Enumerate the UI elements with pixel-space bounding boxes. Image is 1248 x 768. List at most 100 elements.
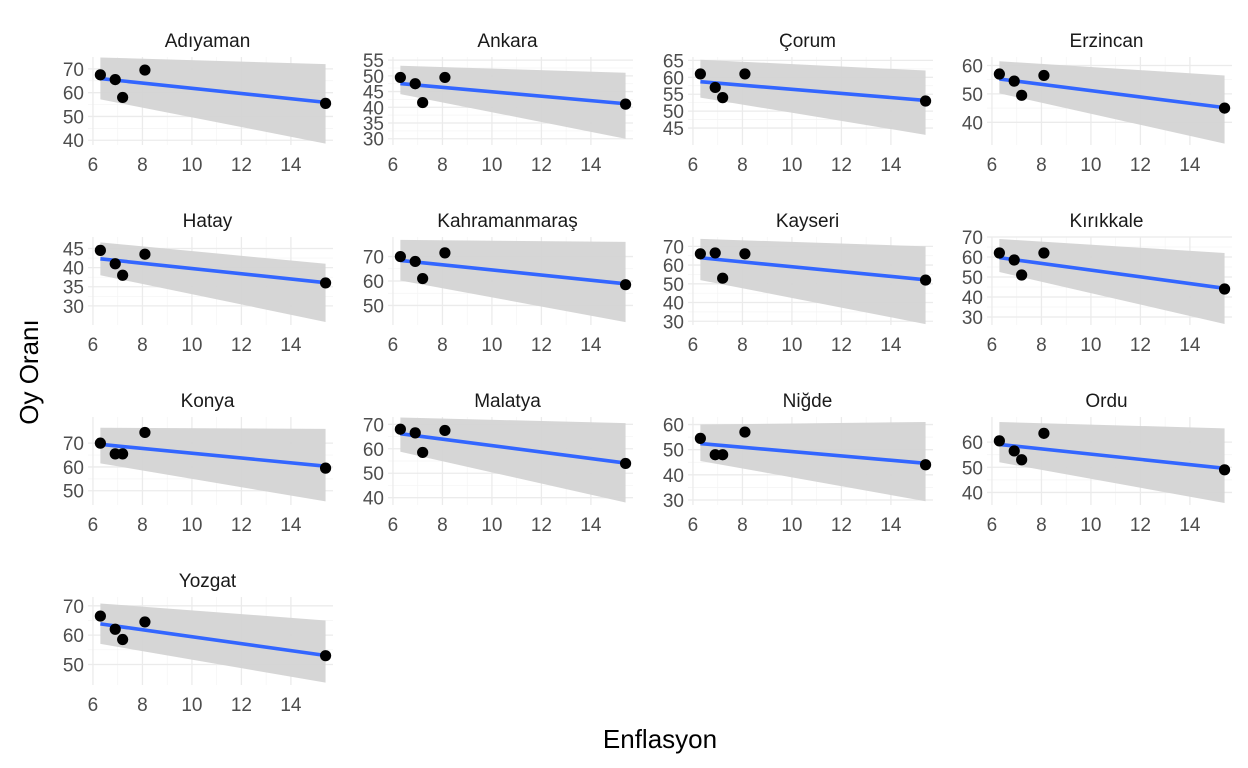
x-tick-label: 8 (137, 155, 148, 176)
x-tick-label: 6 (987, 335, 998, 356)
data-point (739, 426, 751, 438)
data-point (919, 274, 932, 286)
confidence-band (100, 427, 326, 502)
x-tick-label: 6 (88, 515, 99, 536)
x-tick-label: 8 (437, 335, 448, 356)
regression-line (999, 77, 1225, 110)
data-point (417, 272, 429, 285)
y-tick-label: 35 (63, 278, 84, 299)
data-point (439, 424, 451, 437)
facet-panel: 6 8 10 12 14 30 40 50 60 Niğde (663, 391, 933, 536)
data-point (409, 427, 421, 439)
y-tick-label: 50 (663, 441, 684, 462)
data-point (394, 250, 406, 263)
data-point (1218, 464, 1231, 476)
y-tick-label: 60 (663, 416, 684, 437)
data-point (709, 81, 721, 94)
regression-line (400, 81, 626, 106)
data-point (417, 96, 429, 109)
facet-title: Erzincan (1070, 31, 1144, 52)
data-point (919, 459, 932, 471)
data-point (1218, 283, 1231, 295)
data-point (117, 91, 129, 104)
y-tick-label: 50 (363, 296, 384, 317)
data-point (94, 69, 106, 81)
y-tick-label: 60 (962, 57, 983, 78)
y-tick-label: 50 (962, 458, 983, 479)
facet-panel: 6 8 10 12 14 50 60 70 Konya (63, 391, 333, 536)
y-tick-label: 55 (363, 51, 384, 72)
y-tick-label: 60 (63, 458, 84, 479)
y-tick-label: 60 (663, 256, 684, 277)
data-point (619, 98, 632, 110)
y-tick-label: 65 (663, 51, 684, 72)
x-tick-label: 6 (688, 515, 699, 536)
y-tick-label: 30 (962, 308, 983, 329)
confidence-band (100, 603, 326, 683)
x-tick-label: 8 (137, 695, 148, 716)
x-tick-label: 6 (88, 695, 99, 716)
confidence-band (999, 422, 1225, 503)
x-tick-label: 8 (737, 335, 748, 356)
data-point (619, 457, 632, 470)
x-tick-label: 14 (1179, 335, 1201, 356)
data-point (394, 423, 406, 435)
x-tick-label: 10 (781, 515, 802, 536)
data-point (139, 426, 151, 439)
y-tick-label: 40 (962, 483, 983, 504)
regression-line (700, 79, 926, 103)
facet-title: Kayseri (776, 211, 839, 232)
x-tick-label: 14 (280, 335, 302, 356)
x-tick-label: 14 (280, 155, 302, 176)
y-tick-label: 50 (63, 655, 84, 676)
y-tick-label: 30 (663, 312, 684, 333)
data-point (1008, 445, 1020, 457)
y-tick-label: 40 (962, 288, 983, 309)
data-point (919, 95, 932, 107)
x-tick-label: 6 (388, 335, 399, 356)
x-tick-label: 14 (580, 515, 602, 536)
regression-line (100, 622, 326, 658)
y-tick-label: 70 (63, 597, 84, 618)
confidence-band (999, 61, 1225, 144)
data-point (139, 616, 151, 628)
x-tick-label: 12 (1130, 515, 1151, 536)
data-point (319, 97, 332, 109)
data-point (1016, 269, 1028, 281)
regression-line (100, 76, 326, 105)
data-point (139, 64, 151, 76)
y-tick-label: 50 (663, 275, 684, 296)
data-point (1016, 89, 1028, 101)
data-point (109, 73, 121, 86)
x-tick-label: 14 (1179, 515, 1201, 536)
y-tick-label: 60 (962, 433, 983, 454)
x-tick-label: 14 (880, 155, 902, 176)
x-tick-label: 8 (137, 515, 148, 536)
confidence-band (400, 239, 626, 323)
data-point (694, 248, 706, 260)
data-point (117, 269, 129, 281)
x-tick-label: 10 (181, 515, 202, 536)
x-tick-label: 10 (181, 335, 202, 356)
y-tick-label: 50 (63, 482, 84, 503)
x-tick-label: 14 (880, 335, 902, 356)
x-tick-label: 12 (831, 515, 852, 536)
x-tick-label: 6 (88, 155, 99, 176)
y-axis-title: Oy Oranı (14, 319, 44, 424)
facet-title: Ankara (477, 31, 538, 52)
regression-line (400, 431, 626, 465)
x-tick-label: 12 (231, 155, 252, 176)
data-point (1038, 247, 1050, 259)
data-point (739, 248, 751, 260)
data-point (1008, 75, 1020, 87)
data-point (619, 279, 632, 291)
data-point (319, 462, 332, 474)
data-point (739, 68, 751, 80)
data-point (94, 244, 106, 256)
facet-panel: 6 8 10 12 14 50 60 70 Yozgat (63, 571, 333, 716)
y-tick-label: 40 (63, 259, 84, 280)
y-tick-label: 40 (663, 466, 684, 487)
